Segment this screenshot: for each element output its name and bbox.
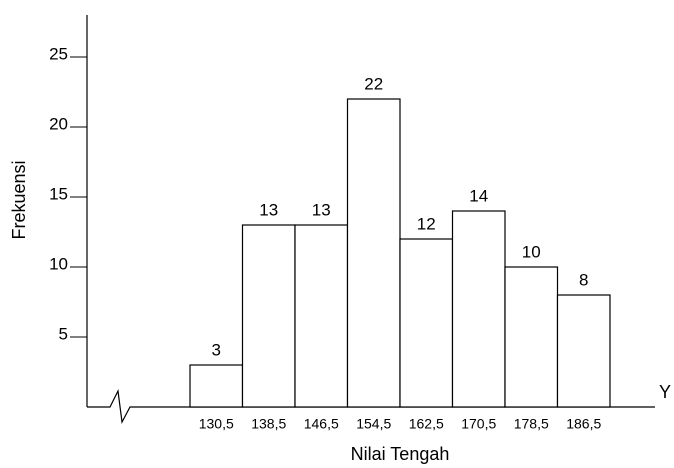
- data-label: 10: [522, 242, 541, 261]
- x-tick-label: 154,5: [356, 416, 391, 432]
- y-tick-label: 15: [49, 184, 68, 203]
- bar: [556, 294, 611, 408]
- x-tick-label: 146,5: [304, 416, 339, 432]
- x-tick-label: 178,5: [514, 416, 549, 432]
- y-axis-label: Frekuensi: [9, 160, 29, 239]
- bar: [451, 210, 506, 408]
- bar: [189, 364, 244, 408]
- data-label: 22: [364, 74, 383, 93]
- data-label: 13: [312, 200, 331, 219]
- bar: [241, 224, 296, 408]
- data-label: 14: [469, 186, 488, 205]
- data-label: 12: [417, 214, 436, 233]
- bar: [294, 224, 349, 408]
- data-label: 3: [212, 340, 221, 359]
- y-tick-label: 20: [49, 114, 68, 133]
- x-tick-label: 162,5: [409, 416, 444, 432]
- x-axis-label: Nilai Tengah: [351, 444, 450, 464]
- x-tick-label: 130,5: [199, 416, 234, 432]
- data-label: 13: [259, 200, 278, 219]
- data-label: 8: [579, 270, 588, 289]
- bar: [346, 98, 401, 408]
- x-tick-label: 138,5: [251, 416, 286, 432]
- bar: [504, 266, 559, 408]
- y-tick-label: 25: [49, 44, 68, 63]
- x-tick-label: 186,5: [566, 416, 601, 432]
- y-tick-label: 10: [49, 254, 68, 273]
- y-tick-label: 5: [59, 324, 68, 343]
- x-tick-label: 170,5: [461, 416, 496, 432]
- bar: [399, 238, 454, 408]
- axis-end-label: Y: [659, 382, 671, 402]
